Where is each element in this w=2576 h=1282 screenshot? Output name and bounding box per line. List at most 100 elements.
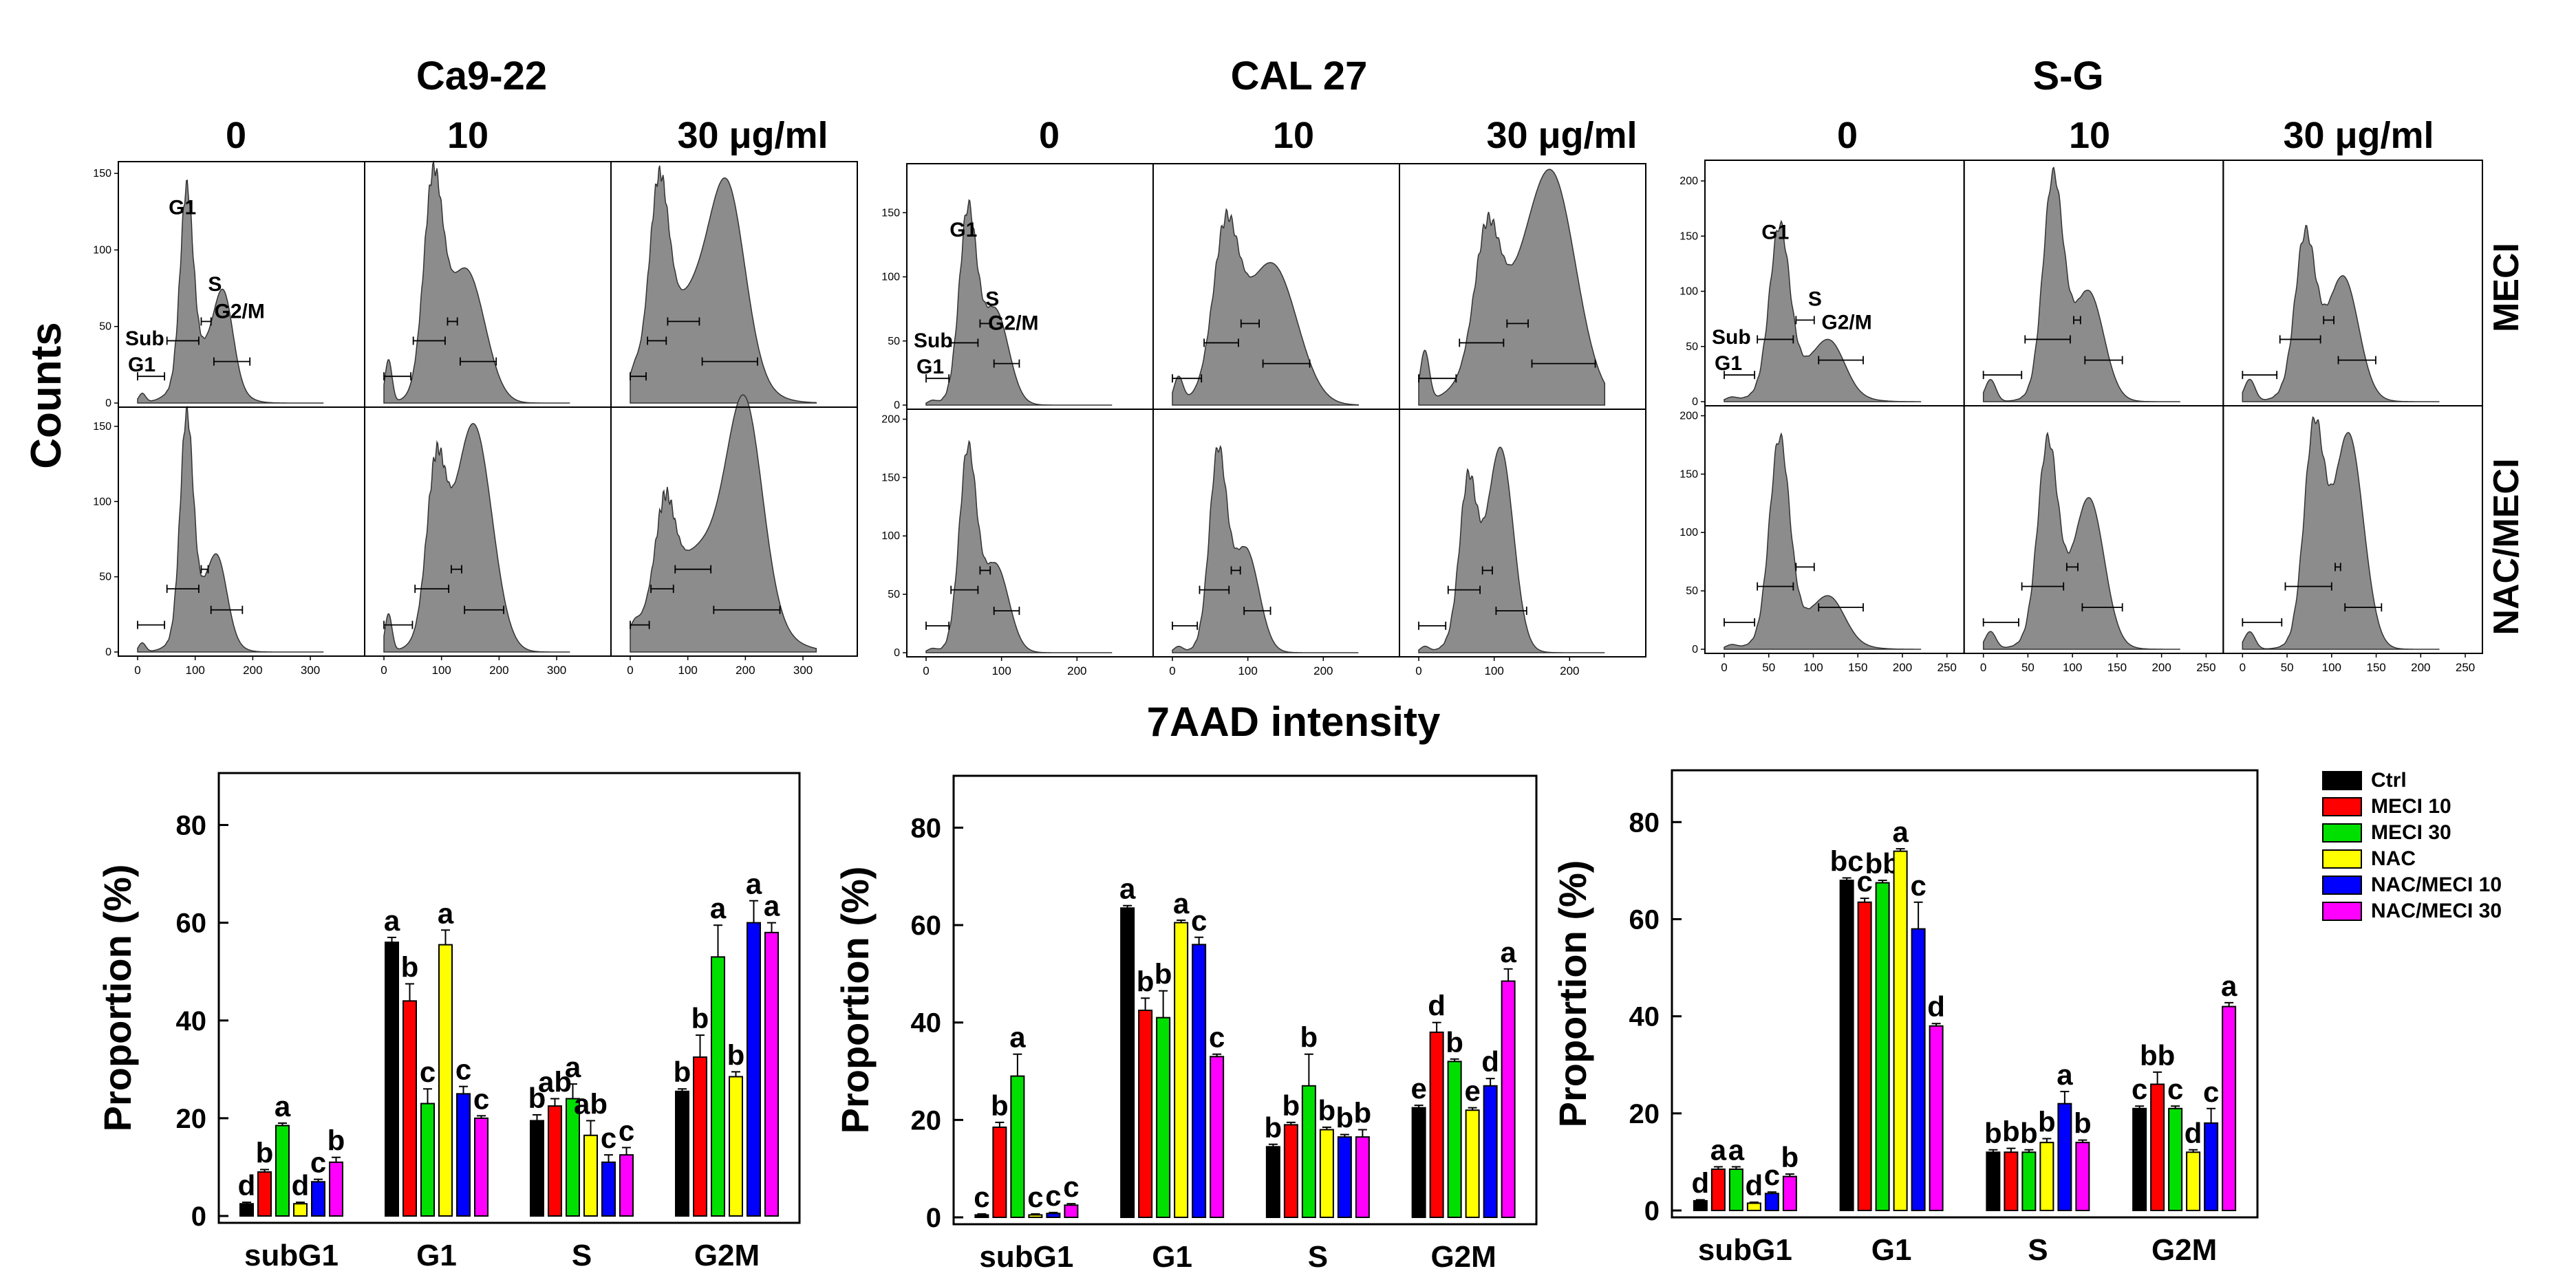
x-tick-label: 200 — [1313, 664, 1333, 677]
x-tick-label: 100 — [185, 664, 204, 677]
y-tick-label: 40 — [911, 1008, 942, 1039]
phase-label-g2m: G2/M — [1821, 311, 1871, 334]
bar — [1465, 1109, 1480, 1218]
dose-label: 10 — [1273, 115, 1314, 156]
significance-letter: c — [2203, 1076, 2219, 1108]
bar — [764, 931, 779, 1217]
significance-letter: b — [528, 1082, 546, 1114]
bar — [530, 1120, 544, 1217]
significance-letter: c — [420, 1056, 436, 1088]
significance-letter: b — [1282, 1089, 1300, 1122]
bar — [2168, 1107, 2183, 1211]
y-tick-label: 20 — [1629, 1099, 1660, 1129]
legend-entry: NAC — [2371, 847, 2416, 870]
significance-letter: a — [1892, 816, 1909, 848]
y-tick-label: 20 — [911, 1105, 942, 1136]
bar — [974, 1214, 989, 1219]
bar-chart-ca9-22: Proportion (%)020406080subG1dbadcbG1abca… — [96, 772, 801, 1272]
significance-letter: b — [1781, 1141, 1799, 1173]
y-tick-label: 20 — [176, 1104, 207, 1134]
x-tick-label: 0 — [1415, 664, 1421, 677]
legend-swatch — [2322, 823, 2362, 843]
category-label: G1 — [1871, 1233, 1912, 1267]
significance-letter: b — [727, 1039, 745, 1071]
significance-letter: c — [1209, 1021, 1225, 1054]
row-label-nac-meci: NAC/MECI — [2487, 458, 2526, 635]
histogram-area — [630, 165, 817, 404]
significance-letter: b — [328, 1125, 345, 1157]
significance-letter: b — [674, 1056, 691, 1088]
category-label: G2M — [2151, 1233, 2217, 1267]
significance-letter: ab — [574, 1087, 608, 1120]
significance-letter: c — [601, 1122, 616, 1154]
significance-letter: d — [1746, 1169, 1763, 1202]
x-tick-label: 250 — [2456, 661, 2475, 674]
y-tick-label: 150 — [93, 168, 111, 180]
significance-letter: b — [1265, 1111, 1282, 1144]
bar — [1501, 980, 1516, 1218]
x-tick-label: 0 — [1721, 661, 1727, 674]
histogram-area — [1982, 166, 2180, 402]
y-tick-label: 100 — [1679, 527, 1698, 539]
x-tick-label: 0 — [923, 664, 929, 677]
y-tick-label: 0 — [926, 1203, 941, 1233]
phase-label-g1: G1 — [169, 196, 196, 219]
dose-label: 30 μg/ml — [677, 115, 828, 156]
bar — [2039, 1142, 2054, 1212]
significance-letter: b — [691, 1002, 709, 1034]
x-tick-label: 100 — [2322, 661, 2341, 674]
bar — [1411, 1107, 1426, 1219]
bar — [1120, 907, 1135, 1219]
category-label: G2M — [1430, 1240, 1496, 1274]
category-label: S — [2028, 1233, 2048, 1267]
legend-swatch — [2322, 771, 2362, 790]
significance-letter: b — [1300, 1021, 1318, 1054]
bar — [1483, 1085, 1498, 1219]
x-tick-label: 50 — [1762, 661, 1775, 674]
legend-swatch — [2322, 797, 2362, 816]
y-tick-label: 100 — [881, 530, 900, 542]
dose-label: 10 — [447, 115, 489, 156]
significance-letter: c — [619, 1115, 634, 1147]
bar — [675, 1090, 689, 1217]
category-label: S — [572, 1239, 592, 1272]
bar — [992, 1126, 1007, 1218]
x-tick-label: 0 — [1980, 661, 1986, 674]
bar — [2150, 1083, 2165, 1211]
significance-letter: a — [2221, 970, 2237, 1002]
y-tick-label: 50 — [888, 589, 900, 600]
bar — [1028, 1214, 1043, 1219]
dose-label: 10 — [2069, 115, 2110, 156]
phase-label-s: S — [208, 273, 222, 296]
cell-line-title: Ca9-22 — [416, 54, 547, 98]
y-tick-label: 0 — [894, 647, 900, 659]
histogram-group-cal-27: CAL 27 0 10 30 μg/ml 0 50 100 150 G1 Sub G1 SG2/M 0 5… — [881, 54, 1646, 677]
significance-letter: a — [1173, 887, 1190, 920]
significance-letter: d — [2185, 1117, 2202, 1149]
histogram-area — [383, 160, 570, 404]
y-tick-label: 100 — [881, 272, 900, 283]
y-tick-label: 80 — [1629, 807, 1660, 838]
x-tick-label: 200 — [2151, 661, 2171, 674]
bar-chart-frame — [1671, 769, 2259, 1219]
significance-letter: e — [1464, 1075, 1480, 1107]
legend: Ctrl MECI 10 MECI 30 NAC NAC/MECI 10 NAC/MECI… — [2322, 769, 2502, 922]
bar — [1986, 1151, 2001, 1211]
significance-letter: c — [2167, 1073, 2183, 1105]
significance-letter: c — [310, 1147, 326, 1179]
histogram-area — [1724, 219, 1922, 402]
y-tick-label: 50 — [888, 336, 900, 347]
phase-label-s: S — [1808, 288, 1822, 311]
bar — [1355, 1136, 1370, 1219]
y-tick-label: 50 — [1686, 341, 1698, 353]
significance-letter: ab — [538, 1065, 572, 1098]
bar — [1782, 1175, 1797, 1212]
category-label: S — [1308, 1240, 1328, 1274]
y-tick-label: 50 — [99, 321, 111, 333]
x-tick-label: 0 — [134, 664, 140, 677]
y-tick-label: 0 — [1692, 644, 1698, 655]
y-tick-label: 50 — [1686, 585, 1698, 597]
bar-charts: Proportion (%)020406080subG1dbadcbG1abca… — [96, 769, 2259, 1274]
histogram-area — [630, 394, 817, 653]
significance-letter: a — [2057, 1058, 2073, 1091]
